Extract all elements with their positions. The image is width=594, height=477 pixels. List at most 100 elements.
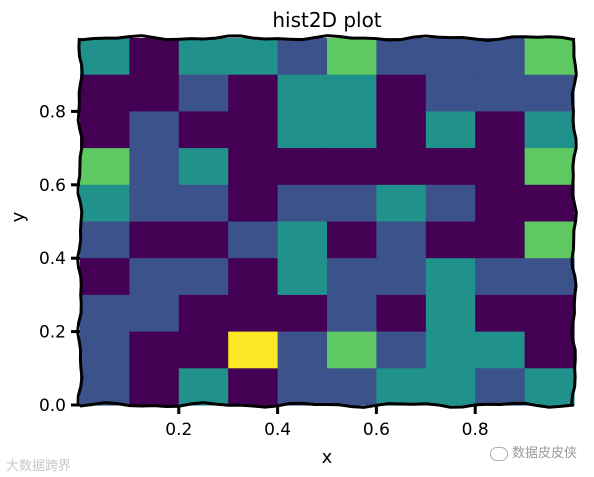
heatmap-cell: [327, 148, 377, 186]
heatmap-cell: [80, 331, 130, 369]
heatmap-cell: [475, 331, 526, 369]
x-tick-label: 0.6: [363, 420, 390, 440]
heatmap-cell: [376, 368, 427, 406]
heatmap-cell: [327, 74, 377, 112]
heatmap-cell: [475, 294, 526, 333]
heatmap-cell: [524, 221, 575, 259]
y-tick-label: 0.4: [39, 249, 66, 269]
watermark-right: 数据皮皮侠: [490, 442, 577, 461]
heatmap-cell: [129, 331, 180, 369]
x-tick-label: 0.2: [165, 420, 192, 440]
x-tick-label: 0.4: [264, 420, 291, 440]
heatmap-cell: [129, 184, 180, 223]
heatmap-cell: [524, 38, 575, 76]
heatmap-cell: [277, 111, 328, 149]
y-tick-label: 0.0: [39, 396, 66, 416]
heatmap-cell: [425, 74, 476, 112]
heatmap-cell: [475, 258, 526, 296]
heatmap-cell: [524, 331, 575, 369]
heatmap-cell: [277, 368, 328, 406]
heatmap-cell: [178, 184, 229, 223]
heatmap-cell: [277, 148, 328, 186]
heatmap-cell: [475, 74, 526, 112]
heatmap-cell: [376, 331, 427, 369]
heatmap-cell: [228, 38, 279, 76]
y-axis-label: y: [8, 211, 29, 222]
heatmap-cell: [228, 258, 279, 296]
heatmap-cell: [228, 294, 279, 333]
heatmap-cell: [228, 221, 279, 259]
heatmap-cell: [80, 258, 130, 296]
heatmap-cell: [425, 258, 476, 296]
heatmap-cell: [228, 111, 279, 149]
heatmap-cell: [80, 221, 130, 259]
heatmap-cell: [277, 294, 328, 333]
heatmap-cell: [524, 74, 575, 112]
heatmap-cell: [129, 38, 180, 76]
heatmap-cell: [524, 148, 575, 186]
heatmap-cells: [80, 38, 575, 406]
heatmap-cell: [425, 38, 476, 76]
heatmap-cell: [475, 184, 526, 223]
heatmap-cell: [80, 184, 130, 223]
heatmap-cell: [327, 368, 377, 406]
heatmap-cell: [80, 111, 130, 149]
heatmap-cell: [80, 148, 130, 186]
heatmap-cell: [376, 258, 427, 296]
heatmap-cell: [475, 221, 526, 259]
heatmap-cell: [524, 184, 575, 223]
heatmap-cell: [228, 148, 279, 186]
heatmap-cell: [376, 148, 427, 186]
heatmap-cell: [178, 148, 229, 186]
y-tick-label: 0.6: [39, 176, 66, 196]
heatmap-cell: [178, 221, 229, 259]
heatmap-cell: [228, 74, 279, 112]
heatmap-cell: [228, 184, 279, 223]
heatmap-cell: [129, 294, 180, 333]
heatmap-cell: [475, 111, 526, 149]
x-axis-label: x: [322, 447, 333, 468]
heatmap-cell: [277, 184, 328, 223]
heatmap-cell: [80, 368, 130, 406]
heatmap-cell: [178, 38, 229, 76]
heatmap-cell: [524, 368, 575, 406]
heatmap-cell: [129, 258, 180, 296]
heatmap-cell: [277, 221, 328, 259]
watermark-left-text: 大数据跨界: [6, 459, 72, 474]
heatmap-cell: [425, 221, 476, 259]
heatmap-cell: [277, 258, 328, 296]
heatmap-cell: [475, 38, 526, 76]
heatmap-cell: [425, 294, 476, 333]
heatmap-cell: [425, 148, 476, 186]
heatmap-cell: [376, 38, 427, 76]
heatmap-cell: [178, 74, 229, 112]
heatmap-cell: [277, 74, 328, 112]
heatmap-cell: [376, 74, 427, 112]
heatmap-cell: [327, 258, 377, 296]
watermark-left: 大数据跨界: [6, 455, 71, 474]
heatmap-cell: [129, 111, 180, 149]
heatmap-cell: [178, 368, 229, 406]
heatmap-cell: [524, 294, 575, 333]
axis-ticks: 0.2 0.4 0.6 0.8 0.0 0.2 0.4 0.6 0.8: [39, 102, 489, 440]
heatmap-cell: [524, 111, 575, 149]
heatmap-cell: [80, 294, 130, 333]
watermark-right-text: 数据皮皮侠: [512, 446, 578, 461]
heatmap-cell: [475, 368, 526, 406]
heatmap-cell: [178, 294, 229, 333]
heatmap-cell: [80, 38, 130, 76]
heatmap-cell: [327, 38, 377, 76]
heatmap-cell: [524, 258, 575, 296]
heatmap-cell: [425, 111, 476, 149]
heatmap-cell: [129, 148, 180, 186]
heatmap-cell: [327, 184, 377, 223]
heatmap-cell: [425, 331, 476, 369]
heatmap-cell: [327, 331, 377, 369]
heatmap-cell: [129, 74, 180, 112]
heatmap-cell: [475, 148, 526, 186]
heatmap-cell: [228, 368, 279, 406]
heatmap-cell: [178, 111, 229, 149]
heatmap-cell: [178, 258, 229, 296]
heatmap-cell: [228, 331, 279, 369]
